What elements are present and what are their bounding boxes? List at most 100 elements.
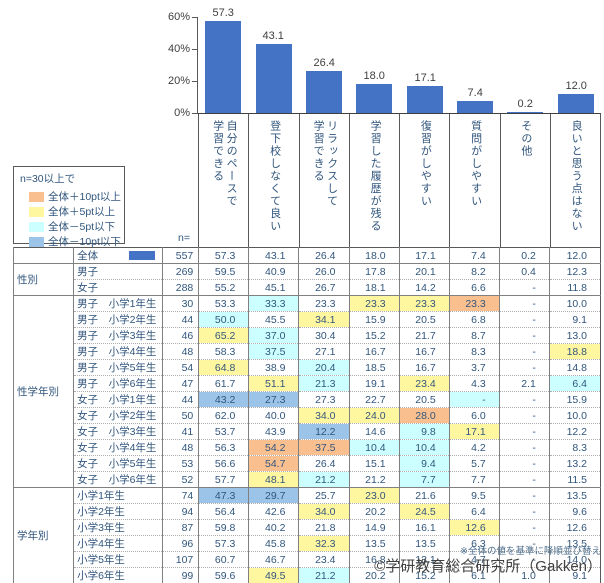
- bar-value-label: 0.2: [517, 98, 533, 110]
- table-row: 全体 557 57.3 43.1 26.4 18.0 17.1 7.4 0.2 12.0: [12, 247, 601, 264]
- value-cell: 27.1: [298, 343, 350, 360]
- value-cell: 23.0: [348, 487, 400, 504]
- results-table: 全体 557 57.3 43.1 26.4 18.0 17.1 7.4 0.2 12.0 性別 男子 2…: [12, 247, 601, 583]
- value-cell: 15.1: [348, 455, 400, 472]
- value-cell: 27.3: [298, 391, 350, 408]
- value-cell: 20.2: [348, 503, 400, 520]
- value-cell: 0.2: [498, 247, 550, 264]
- group-label-cell: 学年別: [12, 487, 74, 583]
- value-cell: 10.0: [548, 407, 601, 424]
- legend-item-label: 全体＋5pt以上: [48, 206, 116, 218]
- sort-note: ※全体の値を基準に降順並び替え: [460, 546, 601, 557]
- table-row: 小学4年生 96 57.3 45.8 32.3 13.5 13.5 6.3-13.5: [14, 535, 601, 552]
- row-label-cell: 男子 小学1年生: [73, 295, 163, 312]
- value-cell: 9.1: [548, 567, 601, 583]
- n-cell: 96: [162, 535, 199, 552]
- value-cell: 37.0: [248, 327, 299, 344]
- value-cell: 23.3: [298, 295, 350, 312]
- table-row: 性学年別 男子 小学1年生 30 53.3 33.3 23.3 23.3 23.3 23.3-1…: [12, 295, 601, 488]
- legend-item: 全体＋10pt以上: [20, 189, 124, 204]
- value-cell: 6.1: [448, 567, 500, 583]
- value-cell: 25.7: [298, 487, 350, 504]
- value-cell: 7.7: [398, 471, 450, 488]
- value-cell: 55.2: [198, 279, 249, 296]
- value-cell: 14.2: [398, 279, 450, 296]
- value-cell: 12.6: [548, 519, 601, 536]
- value-cell: 18.0: [348, 247, 400, 264]
- value-cell: 65.2: [198, 327, 249, 344]
- category-cell: その他: [499, 114, 550, 247]
- row-label-cell: 小学1年生: [73, 487, 163, 504]
- n-cell: 53: [162, 455, 199, 472]
- value-cell: 6.4: [548, 375, 601, 392]
- table-row: 女子 小学4年生 48 56.3 54.2 37.5 10.4 10.4 4.2-8.3: [14, 439, 601, 456]
- value-cell: 14.0: [548, 551, 601, 568]
- n-column-header: n=: [178, 232, 190, 244]
- category-label: 学習した履歴が残る: [369, 120, 382, 233]
- value-cell: 48.1: [248, 471, 299, 488]
- n-cell: 47: [162, 375, 199, 392]
- value-cell: 21.2: [298, 471, 350, 488]
- table-row: 女子 288 55.2 45.1 26.7 18.1 14.2 6.6-11.8: [14, 279, 601, 296]
- value-cell: 14.8: [548, 359, 601, 376]
- value-cell: 60.7: [198, 551, 249, 568]
- n-cell: 107: [162, 551, 199, 568]
- value-cell: -: [498, 407, 550, 424]
- value-cell: 0.4: [498, 263, 550, 280]
- value-cell: 57.3: [198, 535, 249, 552]
- value-cell: 6.3: [448, 535, 500, 552]
- results-table-wrap: 全体 557 57.3 43.1 26.4 18.0 17.1 7.4 0.2 12.0 性別 男子 2…: [12, 247, 601, 583]
- value-cell: 53.7: [198, 423, 249, 440]
- table-row: 男子 小学3年生 46 65.2 37.0 30.4 15.2 21.7 8.7-13.0: [14, 327, 601, 344]
- value-cell: 9.8: [398, 423, 450, 440]
- value-cell: 13.2: [548, 455, 601, 472]
- row-label-cell: 女子: [73, 279, 163, 296]
- value-cell: 23.3: [348, 295, 400, 312]
- y-tick-label: 40%: [167, 43, 190, 55]
- legend-item-label: 全体＋10pt以上: [48, 191, 121, 203]
- value-cell: 27.3: [248, 391, 299, 408]
- value-cell: 8.2: [448, 263, 500, 280]
- table-row: 女子 小学1年生 44 43.2 27.3 27.3 22.7 20.5- -15.9: [14, 391, 601, 408]
- row-label-cell: 男子 小学6年生: [73, 375, 163, 392]
- value-cell: 43.9: [248, 423, 299, 440]
- table-row: 男子 小学4年生 48 58.3 37.5 27.1 16.7 16.7 8.3-18.8: [14, 343, 601, 360]
- legend-item: 全体－5pt以下: [20, 219, 124, 234]
- value-cell: 13.5: [398, 535, 450, 552]
- value-cell: 51.1: [248, 375, 299, 392]
- row-label-cell: 男子 小学4年生: [73, 343, 163, 360]
- value-cell: 53.3: [198, 295, 249, 312]
- row-label-cell: 男子: [73, 263, 163, 280]
- value-cell: 14.9: [348, 519, 400, 536]
- value-cell: 54.7: [248, 455, 299, 472]
- table-row: 女子 小学2年生 50 62.0 40.0 34.0 24.0 28.0 6.0-10.0: [14, 407, 601, 424]
- value-cell: 19.1: [348, 375, 400, 392]
- value-cell: 23.4: [298, 551, 350, 568]
- y-tick-label: 60%: [167, 11, 190, 23]
- table-row: 男子 小学5年生 54 64.8 38.9 20.4 18.5 16.7 3.7-14.8: [14, 359, 601, 376]
- row-label-cell: 小学3年生: [73, 519, 163, 536]
- group-label-cell: [12, 247, 74, 264]
- table-row: 性別 男子 269 59.5 40.9 26.0 17.8 20.1 8.2 0.4 12.3: [12, 263, 601, 296]
- value-cell: 6.4: [448, 503, 500, 520]
- value-cell: 6.6: [448, 279, 500, 296]
- table-row: 小学6年生 99 59.6 49.5 21.2 20.2 15.2 6.1 1.0 9.1: [14, 567, 601, 583]
- value-cell: 17.8: [348, 263, 400, 280]
- value-cell: 15.9: [548, 391, 601, 408]
- value-cell: 14.6: [348, 423, 400, 440]
- value-cell: 12.2: [298, 423, 350, 440]
- value-cell: 10.4: [348, 439, 400, 456]
- value-cell: 62.0: [198, 407, 249, 424]
- table-row: 小学3年生 87 59.8 40.2 21.8 14.9 16.1 12.6-12.6: [14, 519, 601, 536]
- category-label: 登下校しなくて良い: [268, 120, 281, 233]
- chart-bar: [558, 94, 594, 113]
- value-cell: 37.5: [248, 343, 299, 360]
- legend-item: 全体－10pt以下: [20, 234, 124, 249]
- value-cell: 18.5: [348, 359, 400, 376]
- y-tick-mark: [192, 17, 198, 18]
- y-tick-mark: [192, 113, 198, 114]
- value-cell: -: [498, 327, 550, 344]
- n-cell: 288: [162, 279, 199, 296]
- value-cell: 10.0: [548, 295, 601, 312]
- value-cell: -: [498, 295, 550, 312]
